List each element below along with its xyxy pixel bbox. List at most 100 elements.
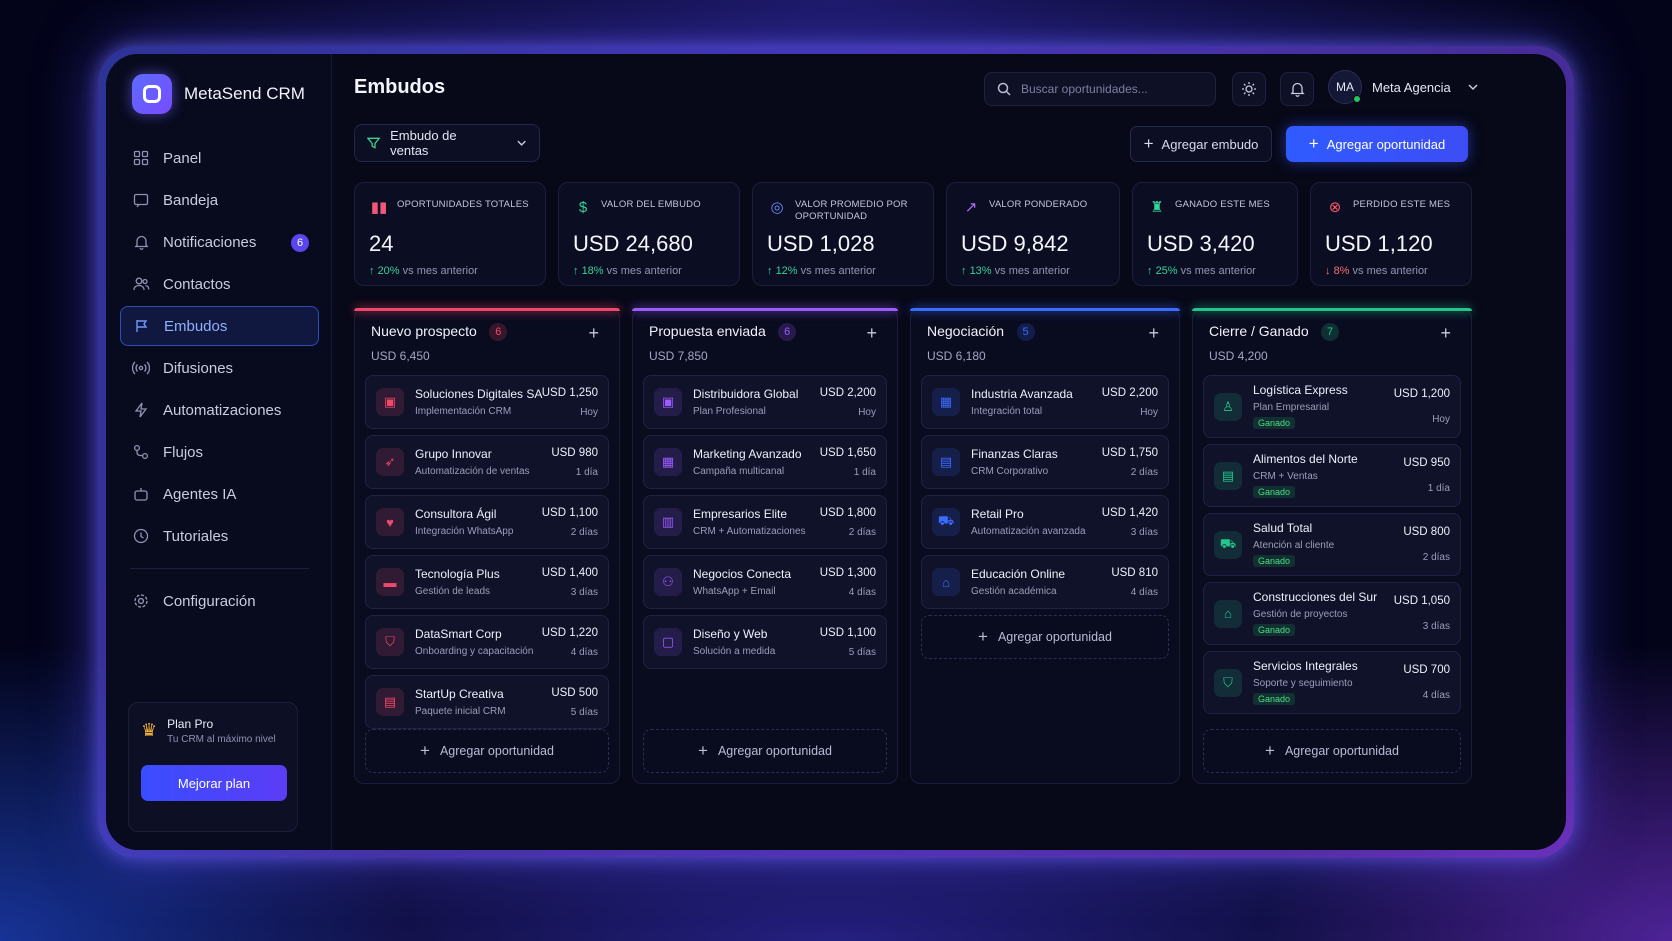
briefcase-icon: ▣ bbox=[376, 388, 404, 416]
kpi-card-valor-del-embudo: $ VALOR DEL EMBUDO USD 24,680 ↑ 18% vs m… bbox=[558, 182, 740, 286]
opportunity-name: StartUp Creativa bbox=[415, 687, 504, 701]
add-opportunity-column-button[interactable]: + Agregar oportunidad bbox=[1203, 729, 1461, 773]
opportunity-description: Gestión académica bbox=[971, 586, 1057, 597]
opportunity-card[interactable]: ▦ Marketing Avanzado Campaña multicanal … bbox=[643, 435, 887, 489]
opportunity-amount: USD 1,200 bbox=[1393, 388, 1450, 400]
funnel-select[interactable]: Embudo de ventas bbox=[354, 124, 540, 162]
opportunity-age: 3 días bbox=[1422, 621, 1450, 632]
opportunity-description: Plan Profesional bbox=[693, 406, 766, 417]
opportunity-card[interactable]: ▬ Tecnología Plus Gestión de leads USD 1… bbox=[365, 555, 609, 609]
sun-icon bbox=[1242, 82, 1256, 96]
kpi-value: USD 1,120 bbox=[1325, 231, 1433, 256]
opportunity-age: 5 días bbox=[848, 646, 876, 658]
theme-toggle-button[interactable] bbox=[1232, 72, 1266, 106]
sidebar-item-configuracion[interactable]: Configuración bbox=[120, 581, 319, 621]
page-title: Embudos bbox=[354, 75, 446, 98]
sidebar-item-flujos[interactable]: Flujos bbox=[120, 432, 319, 472]
add-opportunity-column-button[interactable]: + Agregar oportunidad bbox=[643, 729, 887, 773]
opportunity-card[interactable]: ⛟ Salud Total Atención al cliente Ganado… bbox=[1203, 513, 1461, 576]
opportunity-amount: USD 700 bbox=[1403, 664, 1450, 676]
user-menu[interactable]: MA Meta Agencia bbox=[1328, 70, 1479, 104]
chevron-down-icon bbox=[517, 140, 526, 146]
opportunity-name: Industria Avanzada bbox=[971, 387, 1073, 401]
opportunity-card[interactable]: ⛟ Retail Pro Automatización avanzada USD… bbox=[921, 495, 1169, 549]
sidebar-item-automatizaciones[interactable]: Automatizaciones bbox=[120, 390, 319, 430]
sidebar-item-tutoriales[interactable]: Tutoriales bbox=[120, 516, 319, 556]
opportunity-card[interactable]: ▦ Industria Avanzada Integración total U… bbox=[921, 375, 1169, 429]
column-title: Propuesta enviada bbox=[649, 323, 766, 339]
notifications-button[interactable] bbox=[1280, 72, 1314, 106]
plus-icon: + bbox=[1308, 134, 1319, 153]
sidebar-item-difusiones[interactable]: Difusiones bbox=[120, 348, 319, 388]
opportunity-card[interactable]: ▣ Soluciones Digitales SA Implementación… bbox=[365, 375, 609, 429]
add-opportunity-button[interactable]: + Agregar oportunidad bbox=[1286, 126, 1468, 162]
opportunity-card[interactable]: ▣ Distribuidora Global Plan Profesional … bbox=[643, 375, 887, 429]
column-count-badge: 5 bbox=[1016, 323, 1035, 341]
handshake-icon: ♥ bbox=[376, 508, 404, 536]
bank-icon: ▤ bbox=[932, 448, 960, 476]
plus-icon: + bbox=[1265, 741, 1275, 760]
target-icon: ◎ bbox=[770, 199, 784, 216]
opportunity-amount: USD 500 bbox=[551, 686, 598, 699]
opportunity-name: Salud Total bbox=[1253, 520, 1313, 535]
bar-chart-icon: ▮▮ bbox=[370, 199, 388, 216]
brand: MetaSend CRM bbox=[132, 74, 319, 114]
sidebar-item-panel[interactable]: Panel bbox=[120, 138, 319, 178]
pipeline-column-nuevo-prospecto: Nuevo prospecto 6 USD 6,450 + ▣ Solucion… bbox=[354, 308, 620, 784]
add-opportunity-column-button[interactable]: + Agregar oportunidad bbox=[365, 729, 609, 773]
opportunity-card[interactable]: ▤ Alimentos del Norte CRM + Ventas Ganad… bbox=[1203, 444, 1461, 507]
pipeline-column-propuesta-enviada: Propuesta enviada 6 USD 7,850 + ▣ Distri… bbox=[632, 308, 898, 784]
sidebar-item-agentes-ia[interactable]: Agentes IA bbox=[120, 474, 319, 514]
sidebar-item-notificaciones[interactable]: Notificaciones 6 bbox=[120, 222, 319, 262]
opportunity-description: CRM + Automatizaciones bbox=[693, 526, 806, 537]
sidebar: MetaSend CRM Panel Bandeja Notificacione… bbox=[106, 54, 332, 850]
opportunity-name: Educación Online bbox=[971, 567, 1066, 581]
opportunity-card[interactable]: ▥ Empresarios Elite CRM + Automatizacion… bbox=[643, 495, 887, 549]
status-badge: Ganado bbox=[1253, 623, 1296, 636]
opportunity-card[interactable]: ⚇ Negocios Conecta WhatsApp + Email USD … bbox=[643, 555, 887, 609]
upgrade-plan-button[interactable]: Mejorar plan bbox=[141, 765, 287, 801]
sidebar-item-contactos[interactable]: Contactos bbox=[120, 264, 319, 304]
opportunity-name: Finanzas Claras bbox=[971, 447, 1058, 461]
opportunity-description: Gestión de leads bbox=[415, 586, 491, 597]
kpi-delta: ↑ 20% vs mes anterior bbox=[369, 265, 478, 277]
opportunity-age: 4 días bbox=[848, 586, 876, 598]
chevron-down-icon bbox=[1468, 84, 1478, 91]
opportunity-card[interactable]: ♥ Consultora Ágil Integración WhatsApp U… bbox=[365, 495, 609, 549]
add-opportunity-column-button[interactable]: + Agregar oportunidad bbox=[921, 615, 1169, 659]
opportunity-card[interactable]: ▢ Diseño y Web Solución a medida USD 1,1… bbox=[643, 615, 887, 669]
add-to-column-button[interactable]: + bbox=[1440, 323, 1451, 343]
plan-card: ♛ Plan Pro Tu CRM al máximo nivel Mejora… bbox=[128, 702, 298, 832]
crown-icon: ♛ bbox=[141, 720, 158, 740]
opportunity-card[interactable]: ▤ Finanzas Claras CRM Corporativo USD 1,… bbox=[921, 435, 1169, 489]
column-total: USD 4,200 bbox=[1209, 349, 1268, 363]
opportunity-card[interactable]: ⛉ DataSmart Corp Onboarding y capacitaci… bbox=[365, 615, 609, 669]
search-box[interactable] bbox=[984, 72, 1216, 106]
opportunity-amount: USD 1,050 bbox=[1393, 595, 1450, 607]
opportunity-card[interactable]: ♙ Logística Express Plan Empresarial Gan… bbox=[1203, 375, 1461, 438]
search-input[interactable] bbox=[1021, 82, 1191, 96]
opportunity-card[interactable]: ⌂ Educación Online Gestión académica USD… bbox=[921, 555, 1169, 609]
opportunity-card[interactable]: ⌂ Construcciones del Sur Gestión de proy… bbox=[1203, 582, 1461, 645]
add-funnel-button[interactable]: + Agregar embudo bbox=[1130, 126, 1272, 162]
opportunity-description: CRM Corporativo bbox=[971, 466, 1049, 477]
sidebar-item-embudos[interactable]: Embudos bbox=[120, 306, 319, 346]
opportunity-card[interactable]: ➶ Grupo Innovar Automatización de ventas… bbox=[365, 435, 609, 489]
plus-icon: + bbox=[698, 741, 708, 760]
add-to-column-button[interactable]: + bbox=[588, 323, 599, 343]
opportunity-age: 2 días bbox=[848, 526, 876, 538]
opportunity-amount: USD 1,750 bbox=[1101, 446, 1158, 459]
factory-icon: ▦ bbox=[932, 388, 960, 416]
opportunity-description: Campaña multicanal bbox=[693, 466, 785, 477]
sidebar-item-bandeja[interactable]: Bandeja bbox=[120, 180, 319, 220]
add-to-column-button[interactable]: + bbox=[1148, 323, 1159, 343]
opportunity-card[interactable]: ⛉ Servicios Integrales Soporte y seguimi… bbox=[1203, 651, 1461, 714]
opportunity-card[interactable]: ▤ StartUp Creativa Paquete inicial CRM U… bbox=[365, 675, 609, 729]
cart-icon: ⛟ bbox=[1214, 530, 1242, 559]
add-to-column-button[interactable]: + bbox=[866, 323, 877, 343]
kpi-card-perdido-este-mes: ⊗ PERDIDO ESTE MES USD 1,120 ↓ 8% vs mes… bbox=[1310, 182, 1472, 286]
opportunity-age: 4 días bbox=[570, 646, 598, 658]
shield-check-icon: ⛉ bbox=[1214, 668, 1242, 697]
users-icon bbox=[132, 275, 150, 293]
funnel-icon bbox=[133, 317, 151, 335]
